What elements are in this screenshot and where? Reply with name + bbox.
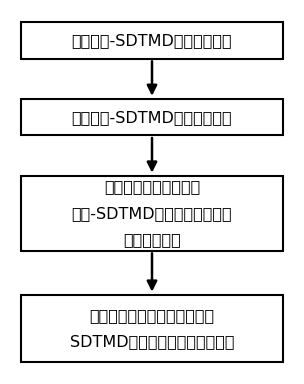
Text: SDTMD装置，进行结构振动控制: SDTMD装置，进行结构振动控制 bbox=[70, 334, 234, 349]
Bar bbox=[21, 176, 283, 251]
Bar bbox=[21, 22, 283, 59]
Bar bbox=[21, 295, 283, 362]
Text: 建立结构-SDTMD系统力学模型: 建立结构-SDTMD系统力学模型 bbox=[72, 33, 232, 48]
Text: 结构-SDTMD系统振动控制进行: 结构-SDTMD系统振动控制进行 bbox=[72, 205, 232, 221]
Text: 运用基因遗传算法，对: 运用基因遗传算法，对 bbox=[104, 179, 200, 195]
Text: 选取最优参数，设计出优化的: 选取最优参数，设计出优化的 bbox=[89, 308, 215, 323]
Bar bbox=[21, 99, 283, 136]
Text: 建立结构-SDTMD系统动力方程: 建立结构-SDTMD系统动力方程 bbox=[72, 109, 232, 125]
Text: 参数优化计算: 参数优化计算 bbox=[123, 232, 181, 247]
